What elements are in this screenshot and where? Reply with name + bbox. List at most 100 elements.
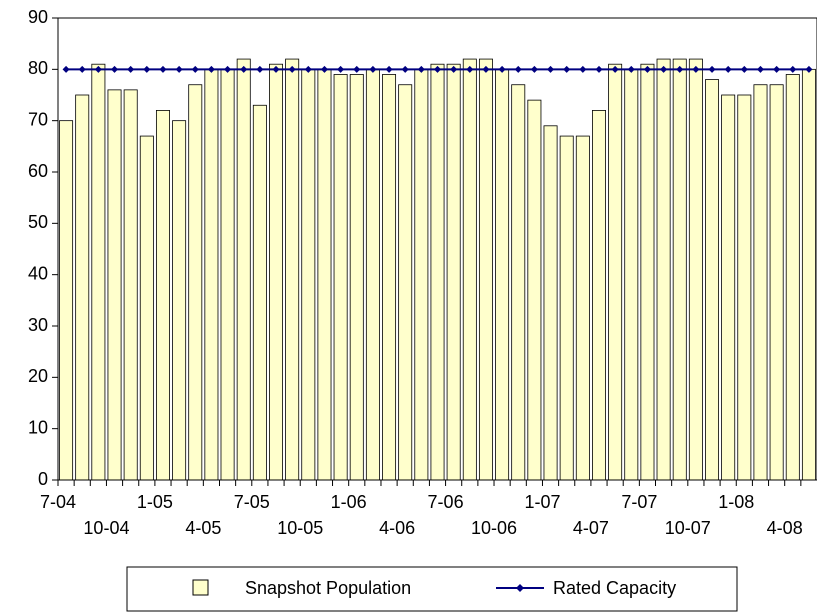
- line-marker: [434, 65, 441, 73]
- x-tick-label: 4-08: [767, 518, 803, 538]
- y-tick-label: 80: [28, 58, 48, 78]
- bar: [624, 68, 639, 481]
- y-tick-label: 90: [28, 7, 48, 27]
- bar: [317, 68, 332, 481]
- line-marker: [805, 65, 813, 73]
- bar: [220, 68, 235, 481]
- x-tick-label: 10-04: [83, 518, 129, 538]
- line-marker: [62, 65, 70, 73]
- bar: [204, 68, 219, 481]
- line-marker: [466, 65, 474, 73]
- bar: [91, 63, 106, 481]
- line-marker: [611, 65, 619, 73]
- bar: [172, 120, 187, 481]
- line-marker: [78, 65, 86, 73]
- y-tick-label: 0: [38, 469, 48, 489]
- bar: [478, 58, 493, 481]
- line-marker: [417, 65, 425, 73]
- x-tick-label: 1-08: [718, 492, 754, 512]
- line-marker: [385, 65, 393, 73]
- line-marker: [240, 65, 248, 73]
- line-marker: [482, 65, 490, 73]
- bar: [785, 74, 800, 481]
- bar: [640, 63, 655, 481]
- bar: [753, 84, 768, 481]
- bar: [705, 79, 720, 481]
- line-marker: [288, 65, 296, 73]
- line-marker: [530, 65, 538, 73]
- bar: [559, 135, 574, 481]
- y-tick-label: 50: [28, 212, 48, 232]
- line-marker: [579, 65, 587, 73]
- bar: [527, 99, 542, 481]
- bar: [495, 68, 510, 481]
- y-tick-label: 40: [28, 263, 48, 283]
- bar: [236, 58, 251, 481]
- bar: [721, 94, 736, 481]
- y-tick-label: 20: [28, 366, 48, 386]
- line-marker: [272, 65, 280, 73]
- bar: [462, 58, 477, 481]
- bar: [59, 120, 74, 481]
- line-marker: [143, 65, 151, 73]
- legend-box: [126, 566, 738, 612]
- bar: [592, 110, 606, 481]
- line-marker: [207, 65, 215, 73]
- line-marker: [660, 65, 668, 73]
- x-tick-label: 4-07: [573, 518, 609, 538]
- line-marker: [595, 65, 603, 73]
- line-marker: [547, 65, 555, 73]
- bar: [155, 110, 170, 481]
- bar: [801, 68, 816, 481]
- bar: [737, 94, 752, 481]
- bar: [269, 63, 283, 481]
- bar: [543, 125, 558, 481]
- bar: [252, 104, 267, 481]
- line-marker: [320, 65, 328, 73]
- bar: [365, 68, 380, 481]
- x-tick-label: 10-05: [277, 518, 323, 538]
- bar: [107, 89, 122, 481]
- line-marker: [337, 65, 345, 73]
- x-tick-label: 7-06: [428, 492, 464, 512]
- bar: [672, 58, 687, 481]
- bar: [656, 58, 671, 481]
- x-tick-label: 4-05: [185, 518, 221, 538]
- bar: [575, 135, 590, 481]
- y-tick-label: 60: [28, 161, 48, 181]
- x-tick-label: 10-06: [471, 518, 517, 538]
- bar: [608, 63, 623, 481]
- x-tick-label: 7-04: [40, 492, 76, 512]
- line-marker: [159, 65, 167, 73]
- line-marker: [111, 65, 119, 73]
- y-tick-label: 10: [28, 417, 48, 437]
- line-marker: [514, 65, 522, 73]
- bar: [123, 89, 138, 481]
- x-tick-label: 1-05: [137, 492, 173, 512]
- x-tick-label: 10-07: [665, 518, 711, 538]
- line-marker: [401, 65, 409, 73]
- bar: [139, 135, 154, 481]
- line-marker: [676, 65, 684, 73]
- line-marker: [256, 65, 264, 73]
- y-tick-label: 30: [28, 315, 48, 335]
- line-marker: [191, 65, 199, 73]
- line-marker: [127, 65, 135, 73]
- bar: [301, 68, 316, 481]
- x-tick-label: 1-06: [331, 492, 367, 512]
- y-tick-label: 70: [28, 109, 48, 129]
- line-marker: [353, 65, 361, 73]
- line-marker: [224, 65, 232, 73]
- bar: [285, 58, 300, 481]
- line-marker: [756, 65, 764, 73]
- bar: [446, 63, 461, 481]
- line-marker: [789, 65, 797, 73]
- line-marker: [498, 65, 506, 73]
- legend-label: Snapshot Population: [245, 578, 411, 598]
- line-marker: [627, 65, 635, 73]
- bar: [333, 74, 348, 481]
- bar: [511, 84, 526, 481]
- x-tick-label: 7-05: [234, 492, 270, 512]
- line-marker: [740, 65, 748, 73]
